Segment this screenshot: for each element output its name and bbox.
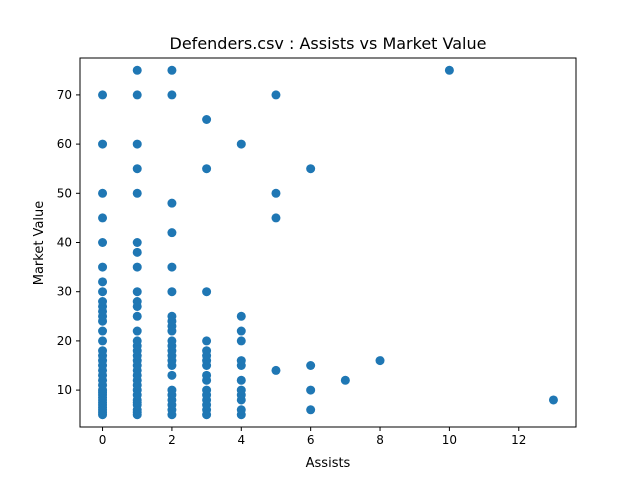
y-axis-label: Market Value (32, 201, 47, 286)
data-point (132, 65, 142, 75)
data-point (132, 188, 142, 198)
x-tick-label: 0 (99, 433, 107, 447)
data-point (167, 228, 177, 238)
data-point (236, 375, 246, 385)
x-tick-label: 4 (237, 433, 245, 447)
data-point (271, 188, 281, 198)
data-point (202, 346, 212, 356)
data-point (98, 90, 108, 100)
data-point (444, 65, 454, 75)
data-point (340, 375, 350, 385)
data-point (306, 405, 316, 415)
data-point (98, 188, 108, 198)
data-point (236, 356, 246, 366)
data-point (271, 213, 281, 223)
data-point (167, 262, 177, 272)
data-point (167, 65, 177, 75)
data-point (98, 297, 108, 307)
data-point (548, 395, 558, 405)
x-tick-label: 8 (376, 433, 384, 447)
y-tick-label: 50 (57, 186, 72, 200)
data-point (167, 287, 177, 297)
data-point (132, 311, 142, 321)
data-point (98, 238, 108, 247)
data-point (306, 361, 316, 370)
data-point (132, 90, 142, 100)
x-tick-label: 6 (307, 433, 315, 447)
x-tick-label: 2 (168, 433, 176, 447)
data-point (375, 356, 385, 366)
data-point (236, 311, 246, 321)
data-point (98, 287, 108, 297)
data-point (202, 115, 212, 124)
data-point (202, 336, 212, 346)
data-point (98, 139, 108, 149)
data-point (202, 385, 212, 395)
y-tick-label: 60 (57, 137, 72, 151)
data-point (98, 326, 108, 336)
y-axis-ticks: 10 20 30 40 50 60 70 (57, 88, 80, 397)
data-point (167, 385, 177, 395)
data-point (132, 297, 142, 307)
data-point (167, 311, 177, 321)
data-point (202, 287, 212, 297)
x-tick-label: 12 (511, 433, 526, 447)
data-point (132, 262, 142, 272)
data-point (132, 287, 142, 297)
data-point (98, 336, 108, 346)
y-tick-label: 20 (57, 334, 72, 348)
x-tick-label: 10 (442, 433, 457, 447)
data-point (306, 385, 316, 395)
data-point (202, 164, 212, 174)
data-point (98, 213, 108, 223)
data-point (132, 238, 142, 247)
data-point (236, 336, 246, 346)
data-point (271, 365, 281, 375)
data-point (167, 336, 177, 346)
data-point (98, 277, 108, 287)
data-points (98, 65, 558, 420)
data-point (132, 336, 142, 346)
data-point (98, 346, 108, 356)
data-point (132, 247, 142, 257)
data-point (202, 370, 212, 380)
data-point (132, 326, 142, 336)
y-tick-label: 40 (57, 236, 72, 250)
data-point (132, 164, 142, 174)
data-point (98, 262, 108, 272)
data-point (167, 370, 177, 380)
y-tick-label: 10 (57, 383, 72, 397)
y-tick-label: 30 (57, 285, 72, 299)
x-axis-ticks: 0 2 4 6 8 10 12 (99, 427, 526, 447)
data-point (236, 385, 246, 395)
data-point (306, 164, 316, 174)
data-point (271, 90, 281, 100)
data-point (132, 139, 142, 149)
x-axis-label: Assists (306, 456, 351, 471)
data-point (236, 139, 246, 149)
data-point (167, 90, 177, 100)
data-point (236, 326, 246, 336)
data-point (167, 198, 177, 208)
chart-title: Defenders.csv : Assists vs Market Value (170, 34, 487, 53)
data-point (236, 405, 246, 415)
y-tick-label: 70 (57, 88, 72, 102)
